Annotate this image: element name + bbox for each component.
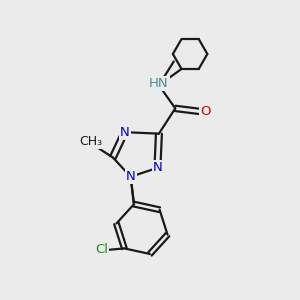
Text: HN: HN <box>149 77 169 90</box>
Text: CH₃: CH₃ <box>79 135 102 148</box>
Text: N: N <box>120 126 130 139</box>
Text: N: N <box>153 161 162 174</box>
Text: Cl: Cl <box>95 243 108 256</box>
Text: O: O <box>200 105 211 118</box>
Text: N: N <box>126 170 136 183</box>
